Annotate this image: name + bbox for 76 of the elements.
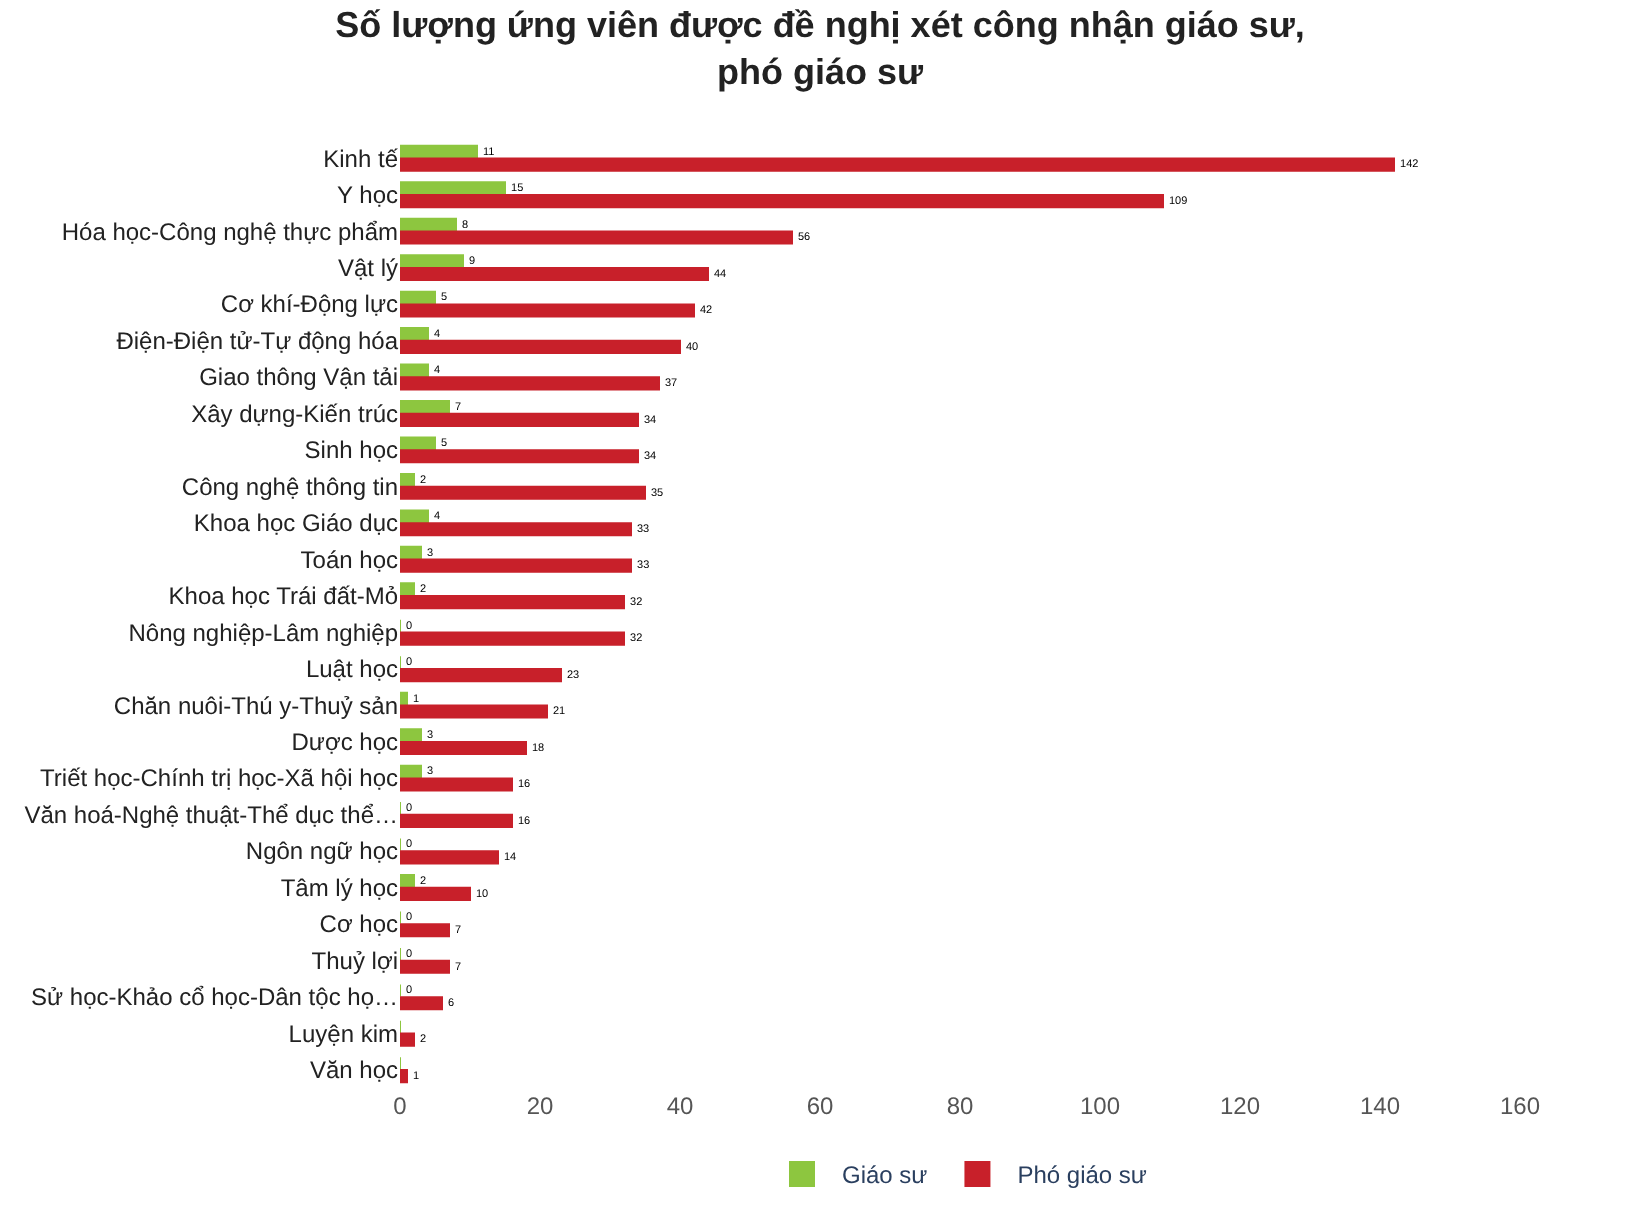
bar <box>400 436 436 451</box>
x-tick-label: 20 <box>526 1092 554 1120</box>
bar <box>400 181 506 196</box>
bar <box>400 230 793 245</box>
y-tick-label: Ngôn ngữ học <box>245 837 398 866</box>
y-tick-label: Tâm lý học <box>280 873 398 902</box>
bar <box>400 327 429 342</box>
bar <box>400 194 1164 209</box>
x-tick-label: 80 <box>946 1092 974 1120</box>
bar <box>400 582 415 597</box>
y-tick-label: Cơ học <box>319 910 398 939</box>
bar <box>400 376 660 391</box>
bar <box>400 485 646 500</box>
bar <box>400 996 443 1011</box>
y-tick-label: Luật học <box>305 655 398 684</box>
y-tick-label: Khoa học Giáo dục <box>193 509 398 538</box>
bar <box>400 959 450 974</box>
y-tick-label: Văn học <box>309 1056 398 1085</box>
y-tick-label: Dược học <box>291 728 398 757</box>
x-tick-label: 100 <box>1079 1092 1121 1120</box>
bar <box>400 545 422 560</box>
bar <box>400 595 625 610</box>
bar <box>400 254 464 269</box>
bar <box>400 886 471 901</box>
bar <box>400 1069 408 1084</box>
bar <box>400 400 450 415</box>
chart-title: Số lượng ứng viên được đề nghị xét công nhận giáo sư, phó giáo sư <box>335 4 1305 92</box>
x-tick-label: 140 <box>1359 1092 1401 1120</box>
bar <box>400 1032 415 1047</box>
bar <box>400 303 695 318</box>
bar <box>400 813 513 828</box>
y-tick-label: Giao thông Vận tải <box>199 363 398 392</box>
y-tick-label: Nông nghiệp-Lâm nghiệp <box>128 618 399 647</box>
bar <box>400 777 513 792</box>
bar <box>400 740 527 756</box>
bar <box>400 449 639 464</box>
y-tick-label: Khoa học Trái đất-Mỏ <box>168 582 399 611</box>
y-tick-label: Toán học <box>300 545 398 574</box>
y-tick-label: Điện-Điện tử-Tự động hóa <box>116 326 399 355</box>
y-tick-label: Cơ khí-Động lực <box>220 290 398 319</box>
bar <box>400 157 1395 172</box>
y-tick-label: Xây dựng-Kiến trúc <box>191 399 398 428</box>
y-tick-label: Sử học-Khảo cổ học-Dân tộc họ… <box>31 983 398 1012</box>
legend-label: Giáo sư <box>842 1161 928 1190</box>
x-tick-label: 0 <box>393 1092 408 1120</box>
x-tick-label: 60 <box>806 1092 834 1120</box>
y-tick-label: Kinh tế <box>323 144 399 173</box>
bar <box>400 266 709 282</box>
bar <box>400 412 639 427</box>
y-tick-label: Triết học-Chính trị học-Xã hội học <box>40 764 398 793</box>
bar <box>400 522 632 537</box>
y-tick-label: Luyện kim <box>288 1019 398 1048</box>
y-tick-label: Thuỷ lợi <box>311 946 398 975</box>
bar <box>400 339 681 354</box>
y-tick-label: Công nghệ thông tin <box>181 472 398 501</box>
x-tick-label: 160 <box>1499 1092 1541 1120</box>
bar <box>400 668 562 683</box>
y-tick-label: Hóa học-Công nghệ thực phẩm <box>61 217 398 246</box>
bar <box>400 704 548 719</box>
y-tick-label: Văn hoá-Nghệ thuật-Thể dục thể… <box>24 800 398 829</box>
x-tick-label: 120 <box>1219 1092 1261 1120</box>
bar <box>400 631 625 646</box>
legend-label: Phó giáo sư <box>1017 1161 1147 1190</box>
y-tick-label: Vật lý <box>337 254 398 283</box>
bar <box>400 144 478 159</box>
x-tick-label: 40 <box>666 1092 694 1120</box>
bar <box>400 874 415 889</box>
bar <box>400 728 422 743</box>
y-tick-label: Chăn nuôi-Thú y-Thuỷ sản <box>113 691 398 720</box>
bar <box>400 472 415 488</box>
y-tick-label: Y học <box>337 181 398 210</box>
bar <box>400 509 429 524</box>
bar <box>400 850 499 865</box>
bar <box>400 558 632 573</box>
y-tick-label: Sinh học <box>304 436 398 465</box>
bar <box>400 923 450 938</box>
